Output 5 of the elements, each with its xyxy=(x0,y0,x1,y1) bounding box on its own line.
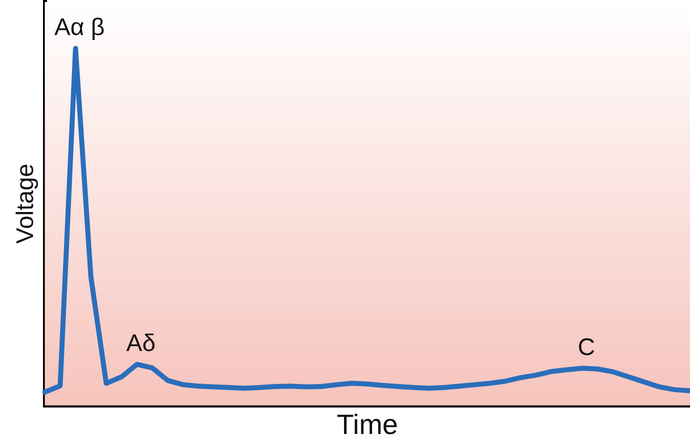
x-axis-title: Time xyxy=(336,408,398,440)
annotation: C xyxy=(578,334,596,361)
text: Aα β xyxy=(54,14,105,42)
y-axis-title: Voltage xyxy=(12,164,40,244)
annotation: Aδ xyxy=(126,330,156,357)
